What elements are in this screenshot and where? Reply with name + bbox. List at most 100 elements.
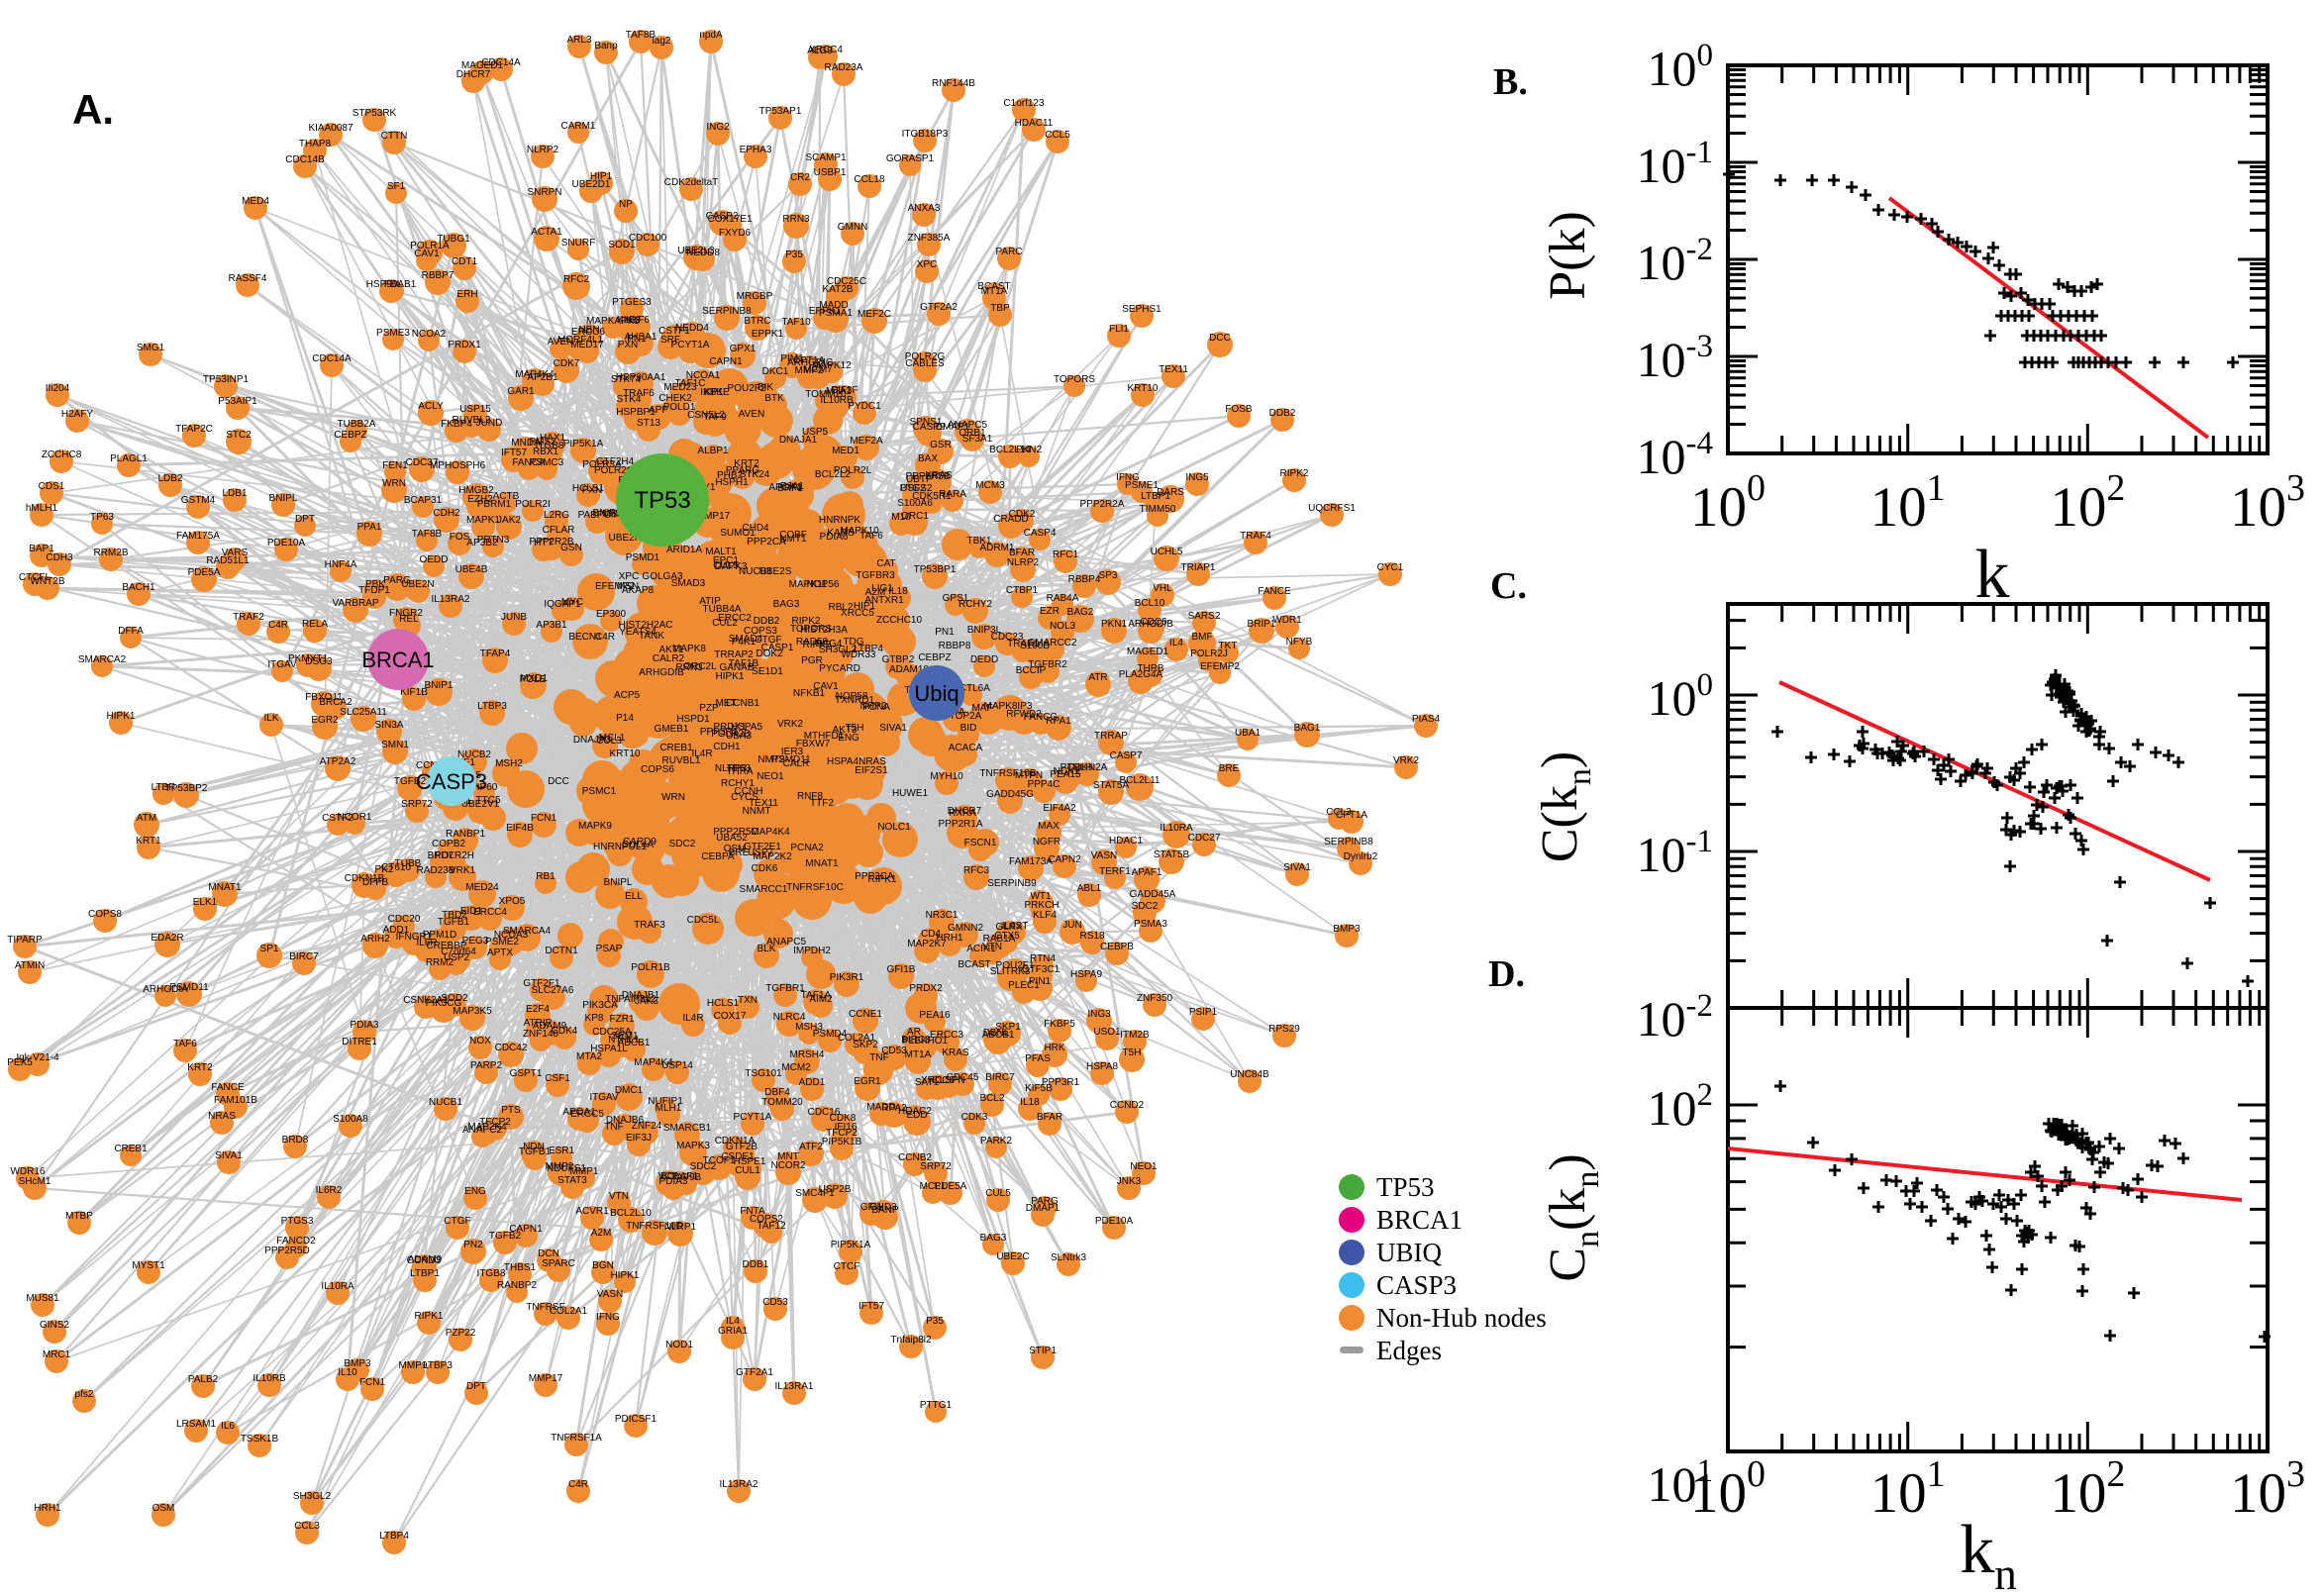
svg-text:TANK: TANK: [639, 631, 664, 642]
svg-text:NOLC1: NOLC1: [877, 822, 911, 833]
svg-text:GAR1: GAR1: [507, 386, 535, 397]
svg-text:CDC5L: CDC5L: [687, 915, 720, 926]
svg-text:GLRX: GLRX: [995, 922, 1023, 933]
svg-text:HIPK1: HIPK1: [107, 711, 136, 722]
svg-text:ITGB8: ITGB8: [477, 1268, 506, 1279]
svg-text:KAT2B: KAT2B: [823, 284, 854, 295]
svg-text:USP5: USP5: [802, 427, 829, 438]
svg-text:IL10RA: IL10RA: [1160, 823, 1193, 834]
svg-text:GSN: GSN: [560, 543, 582, 553]
svg-text:SHcM1: SHcM1: [19, 1176, 51, 1187]
svg-text:POU2F2: POU2F2: [728, 383, 766, 394]
svg-text:JAK3: JAK3: [635, 996, 658, 1007]
svg-text:SIVA1: SIVA1: [1283, 862, 1311, 873]
svg-text:MNDA: MNDA: [511, 438, 541, 449]
svg-text:ZCCHC8: ZCCHC8: [42, 449, 82, 460]
svg-text:COPB2: COPB2: [432, 839, 465, 849]
svg-text:AKT3: AKT3: [832, 725, 857, 736]
svg-text:FAM173A: FAM173A: [1009, 856, 1053, 867]
svg-text:HSPD1: HSPD1: [676, 714, 710, 725]
svg-text:PJA1: PJA1: [780, 481, 804, 492]
svg-text:KRAS: KRAS: [942, 1047, 969, 1058]
svg-text:TFAP4: TFAP4: [480, 648, 511, 659]
svg-text:NCOR1: NCOR1: [337, 812, 371, 823]
svg-text:REL: REL: [399, 614, 419, 625]
svg-text:CDT1: CDT1: [452, 256, 478, 267]
svg-text:SIVA1: SIVA1: [879, 723, 907, 734]
svg-text:RAD50: RAD50: [796, 637, 829, 648]
svg-text:PPP2R5C: PPP2R5C: [713, 827, 758, 838]
svg-text:SARS2: SARS2: [1188, 611, 1221, 622]
svg-text:GMNN: GMNN: [838, 222, 868, 233]
svg-text:TTC5: TTC5: [476, 795, 501, 806]
svg-text:CUL3: CUL3: [596, 736, 622, 747]
svg-text:KP8: KP8: [585, 1013, 604, 1024]
svg-text:NLRP2: NLRP2: [527, 145, 559, 155]
svg-text:BMP3: BMP3: [344, 1358, 371, 1369]
svg-text:RBBP7: RBBP7: [422, 270, 454, 281]
svg-text:CDH1: CDH1: [713, 742, 741, 752]
svg-text:TFAP2C: TFAP2C: [175, 424, 213, 435]
svg-text:UBA1: UBA1: [1235, 728, 1262, 739]
svg-text:BMF: BMF: [1191, 632, 1212, 643]
svg-text:KRT10: KRT10: [610, 748, 641, 759]
svg-text:UBA3: UBA3: [726, 731, 753, 742]
svg-text:RRM2B: RRM2B: [93, 548, 128, 558]
svg-text:PARG: PARG: [1031, 1196, 1059, 1207]
svg-text:PPM1D: PPM1D: [423, 930, 456, 941]
svg-text:CTTN: CTTN: [381, 131, 408, 142]
svg-text:PPA1: PPA1: [357, 522, 382, 533]
svg-text:BCL2L10: BCL2L10: [610, 1208, 652, 1219]
svg-text:ARID1A: ARID1A: [666, 545, 702, 555]
svg-text:ITGB18P3: ITGB18P3: [902, 129, 949, 140]
svg-text:ARHGDIB: ARHGDIB: [639, 667, 684, 678]
svg-text:ESR1: ESR1: [549, 1146, 575, 1156]
svg-text:MYH10: MYH10: [930, 771, 963, 782]
svg-text:KLF4: KLF4: [1033, 910, 1057, 921]
svg-text:IL6ST: IL6ST: [1002, 921, 1029, 932]
svg-text:HIST2H3A: HIST2H3A: [800, 625, 848, 636]
svg-text:GRIA1: GRIA1: [718, 1326, 748, 1337]
svg-text:HSPA4: HSPA4: [827, 756, 858, 767]
svg-text:CDKN1B: CDKN1B: [345, 873, 385, 884]
svg-text:HCLS1: HCLS1: [707, 998, 740, 1009]
svg-text:AP3B1: AP3B1: [536, 620, 567, 631]
svg-text:CALR2: CALR2: [653, 653, 685, 664]
svg-text:ELK1: ELK1: [193, 897, 218, 908]
svg-text:CREB1: CREB1: [114, 1144, 148, 1154]
svg-text:HSPA8: HSPA8: [1086, 1061, 1118, 1072]
svg-text:IKBKE: IKBKE: [700, 387, 730, 398]
svg-text:POLR2I: POLR2I: [515, 499, 551, 510]
svg-text:KARS: KARS: [827, 528, 855, 539]
svg-text:KLF6: KLF6: [626, 315, 650, 326]
svg-text:NEDD8: NEDD8: [686, 248, 720, 258]
svg-text:NOP58: NOP58: [836, 691, 868, 702]
svg-text:CDC14B: CDC14B: [285, 154, 325, 165]
svg-text:OSM: OSM: [724, 844, 747, 854]
svg-text:TNF: TNF: [869, 1052, 888, 1063]
svg-text:C4R: C4R: [568, 1479, 588, 1490]
svg-text:MAP2K4: MAP2K4: [467, 1122, 507, 1133]
svg-text:LTBP4: LTBP4: [379, 1531, 409, 1542]
svg-text:PRDX2: PRDX2: [909, 983, 943, 994]
svg-text:HIP1: HIP1: [854, 601, 876, 612]
svg-text:CRADD: CRADD: [993, 514, 1029, 525]
svg-text:VRK1: VRK1: [450, 865, 476, 876]
svg-text:CDC42: CDC42: [495, 1043, 528, 1053]
svg-text:BTRC: BTRC: [744, 316, 770, 327]
svg-text:PTTG1: PTTG1: [920, 1400, 953, 1411]
svg-text:APP: APP: [649, 405, 668, 416]
svg-text:RRM2: RRM2: [426, 957, 454, 968]
svg-text:FCN1: FCN1: [359, 1377, 386, 1388]
svg-text:BMP3: BMP3: [1333, 924, 1361, 935]
svg-text:TBP: TBP: [990, 303, 1010, 314]
svg-text:TP53INP1: TP53INP1: [203, 374, 250, 385]
svg-text:AIM2: AIM2: [809, 994, 833, 1005]
svg-text:ORC2L: ORC2L: [683, 661, 717, 672]
svg-text:PSMD11: PSMD11: [169, 982, 209, 993]
svg-text:PSMD11: PSMD11: [771, 754, 811, 765]
svg-text:RFC1: RFC1: [1053, 549, 1079, 560]
svg-text:ING5: ING5: [1185, 472, 1209, 483]
svg-text:TNFAIP8L2: TNFAIP8L2: [605, 994, 656, 1005]
svg-text:IL18: IL18: [1020, 1097, 1040, 1108]
